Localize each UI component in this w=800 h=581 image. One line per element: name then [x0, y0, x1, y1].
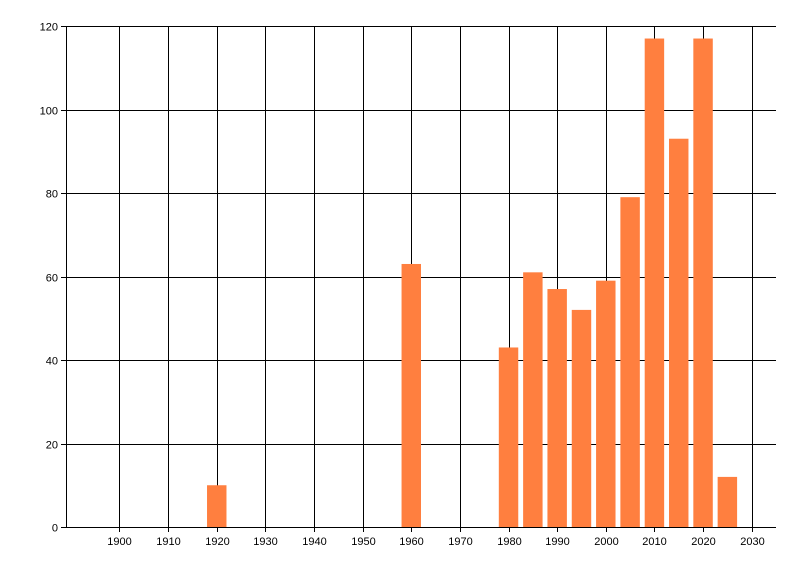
bar-2010: [644, 38, 665, 528]
x-tick-label: 1950: [351, 536, 375, 548]
x-tick-label: 1960: [399, 536, 423, 548]
x-tick-label: 1970: [448, 536, 472, 548]
bar-1960: [401, 263, 421, 527]
x-tick-label: 1980: [497, 536, 521, 548]
y-tick-label: 120: [40, 22, 58, 34]
x-tick-label: 2000: [594, 536, 618, 548]
x-tick-label: 1990: [545, 536, 569, 548]
bar-2020: [693, 38, 713, 528]
bar-2015: [669, 138, 689, 527]
x-tick-label: 1920: [205, 536, 229, 548]
bar-2005: [620, 197, 640, 528]
bar-1985: [523, 272, 543, 527]
bars-layer: [207, 38, 738, 528]
bar-1995: [571, 309, 592, 527]
x-tick-label: 2020: [691, 536, 715, 548]
bar-1990: [547, 289, 567, 527]
y-tick-label: 0: [52, 523, 58, 535]
bar-2000: [596, 280, 616, 527]
x-tick-label: 2030: [740, 536, 764, 548]
y-tick-label: 40: [46, 356, 58, 368]
bar-1980: [498, 347, 519, 527]
x-tick-label: 1900: [107, 536, 131, 548]
x-tick-label: 2010: [642, 536, 666, 548]
y-tick-label: 20: [46, 440, 58, 452]
x-tick-label: 1930: [253, 536, 277, 548]
bar-1920: [207, 485, 227, 527]
y-tick-label: 60: [46, 273, 58, 285]
x-tick-label: 1940: [302, 536, 326, 548]
x-tick-label: 1910: [156, 536, 180, 548]
bar-2025: [717, 476, 738, 527]
y-tick-label: 80: [46, 189, 58, 201]
axes-layer: [61, 26, 776, 532]
y-tick-label: 100: [40, 106, 58, 118]
tick-labels-layer: 0 20 40 60 80 100 120 1900 1910 1920 1930 1940 1950 1…: [40, 22, 765, 549]
